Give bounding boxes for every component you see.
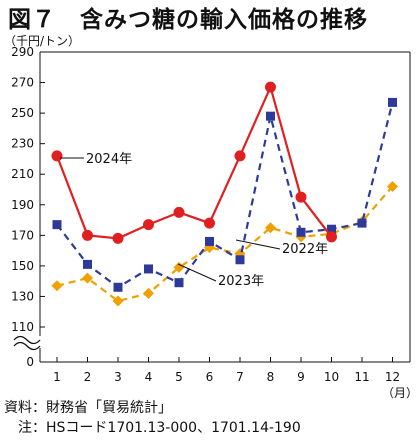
data-point-2024年: [112, 232, 124, 244]
x-tick-label: 4: [145, 370, 153, 384]
x-tick-label: 6: [206, 370, 214, 384]
data-point-2022年: [174, 278, 184, 288]
x-tick-label: 10: [324, 370, 339, 384]
source-note: 資料：財務省「貿易統計」: [4, 400, 172, 416]
axis-break-mark-upper: [13, 335, 41, 345]
data-point-2022年: [357, 218, 367, 228]
data-point-2023年: [82, 272, 93, 284]
x-tick-label: 9: [297, 370, 305, 384]
series-group: [51, 81, 398, 307]
data-point-2022年: [144, 264, 153, 274]
data-point-2024年: [82, 229, 93, 241]
y-tick-label: 210: [11, 167, 34, 181]
series-line-2023年: [56, 185, 394, 303]
y-tick-label: 270: [11, 76, 34, 90]
notes: 資料：財務省「貿易統計」 注：HSコード1701.13-000、1701.14-…: [4, 398, 301, 438]
data-point-2022年: [296, 227, 306, 237]
y-tick-label: 290: [11, 45, 34, 59]
series-label-2023年: 2023年: [218, 274, 264, 289]
data-point-2024年: [204, 217, 215, 229]
y-tick-label-zero: 0: [26, 355, 34, 369]
data-point-2023年: [112, 295, 124, 307]
data-point-2022年: [266, 111, 275, 121]
y-tick-label: 170: [11, 228, 34, 242]
series-label-2024年: 2024年: [86, 152, 132, 167]
y-tick-label: 130: [11, 289, 34, 303]
series-line-2022年: [56, 102, 394, 289]
y-tick-label: 110: [11, 320, 34, 334]
data-point-2024年: [143, 219, 154, 231]
x-tick-label: 11: [354, 370, 369, 384]
series-label-2022年: 2022年: [282, 242, 328, 257]
y-tick-label: 150: [11, 259, 34, 273]
series-label-leader: [177, 263, 217, 282]
data-point-2024年: [234, 150, 246, 162]
footnote: 注：HSコード1701.13-000、1701.14-190: [4, 420, 301, 436]
data-point-2024年: [265, 81, 276, 93]
x-tick-label: 8: [267, 370, 275, 384]
y-axis-unit-label: （千円/トン）: [4, 34, 81, 48]
series-label-leader: [235, 239, 281, 250]
data-point-2023年: [265, 222, 276, 234]
data-point-2022年: [327, 224, 336, 234]
data-point-2022年: [52, 220, 62, 230]
data-point-2023年: [173, 261, 185, 273]
data-point-2022年: [235, 255, 245, 265]
data-point-2023年: [387, 180, 398, 192]
data-point-2022年: [205, 236, 214, 246]
x-tick-label: 1: [53, 370, 61, 384]
data-point-2022年: [83, 259, 92, 269]
data-point-2023年: [143, 287, 154, 299]
x-tick-label: 3: [114, 370, 122, 384]
chart-title: 図７ 含みつ糖の輸入価格の推移: [8, 7, 368, 33]
data-point-2022年: [388, 97, 397, 107]
x-tick-label: 5: [175, 370, 183, 384]
data-point-2024年: [173, 206, 185, 218]
data-point-2022年: [113, 282, 123, 292]
data-point-2024年: [51, 150, 63, 162]
x-tick-label: 2: [84, 370, 92, 384]
y-tick-label: 230: [11, 137, 34, 151]
data-point-2023年: [51, 280, 63, 292]
x-tick-label: 7: [236, 370, 244, 384]
series-line-2024年: [55, 83, 333, 240]
x-axis-unit-label: （月）: [382, 386, 418, 400]
x-tick-label: 12: [385, 370, 400, 384]
series-labels: 2024年 2022年 2023年: [60, 152, 328, 289]
y-tick-label: 190: [11, 198, 34, 212]
axis-break-mark-lower: [13, 341, 41, 351]
y-tick-label: 250: [11, 106, 34, 120]
data-point-2024年: [295, 191, 307, 203]
data-point-2024年: [326, 231, 337, 243]
